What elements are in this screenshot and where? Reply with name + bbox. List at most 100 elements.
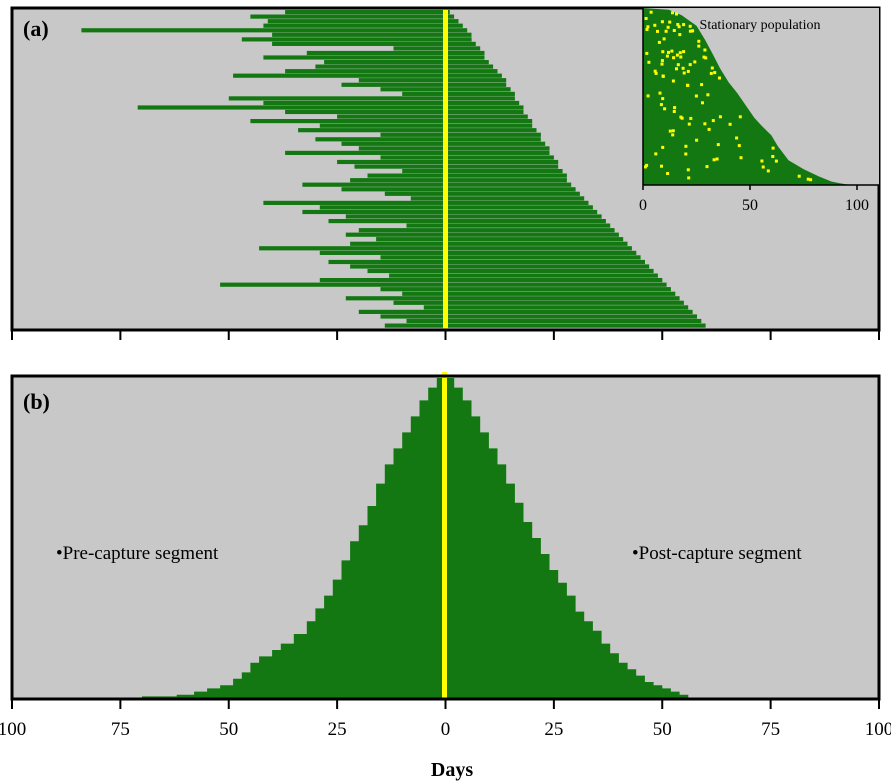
inset-dot xyxy=(665,54,669,58)
inset-tick-label: 100 xyxy=(845,197,869,214)
individual-bar xyxy=(319,205,593,210)
individual-bar xyxy=(393,300,684,305)
panel-b-x-ticks: 100 75 50 25 0 25 50 75 100 xyxy=(0,699,891,740)
individual-bar xyxy=(263,55,485,60)
individual-bar xyxy=(263,23,463,28)
inset-dot xyxy=(676,63,680,67)
inset-stationary-population: 0 50 100 Stationary population xyxy=(639,8,879,214)
individual-bar xyxy=(228,96,515,101)
individual-bar xyxy=(137,105,524,110)
individual-bar xyxy=(402,291,676,296)
individual-bar xyxy=(402,91,515,96)
individual-bar xyxy=(358,228,615,233)
inset-dot xyxy=(672,56,676,60)
inset-dot xyxy=(711,119,715,123)
inset-dot xyxy=(661,145,665,149)
individual-bar xyxy=(380,314,697,319)
individual-bar xyxy=(263,200,589,205)
inset-dot xyxy=(716,143,720,147)
individual-bar xyxy=(423,305,689,310)
inset-dot xyxy=(671,133,675,137)
inset-dot xyxy=(668,20,672,24)
panel-b-tick-label: 75 xyxy=(761,719,780,740)
individual-bar xyxy=(319,123,533,128)
individual-bar xyxy=(267,19,459,24)
inset-dot xyxy=(654,71,658,75)
inset-dot xyxy=(771,146,775,150)
individual-bar xyxy=(380,255,641,260)
inset-dot xyxy=(703,48,707,52)
panel-a-bars xyxy=(81,10,706,328)
individual-bar xyxy=(337,114,528,119)
panel-b-tick-label: 25 xyxy=(328,719,347,740)
individual-bar xyxy=(328,259,645,265)
individual-bar xyxy=(263,100,520,106)
inset-dot xyxy=(660,164,663,168)
panel-b-tick-label: 50 xyxy=(219,719,238,740)
inset-dot xyxy=(710,66,714,70)
inset-dot xyxy=(689,116,693,120)
inset-dot xyxy=(682,71,686,75)
inset-dot xyxy=(667,50,670,54)
inset-dot xyxy=(660,20,664,24)
inset-dot xyxy=(671,11,674,15)
inset-dot xyxy=(684,152,688,156)
panel-b-tick-label: 100 xyxy=(0,719,26,740)
individual-bar xyxy=(384,323,706,328)
individual-bar xyxy=(354,164,559,169)
panel-b-tick-label: 50 xyxy=(653,719,672,740)
inset-dot xyxy=(675,53,679,57)
inset-dot xyxy=(705,165,709,169)
individual-bar xyxy=(250,119,533,124)
inset-dot xyxy=(654,152,658,156)
inset-dot xyxy=(697,39,701,43)
inset-dot xyxy=(700,83,704,87)
inset-dot xyxy=(672,110,676,113)
individual-bar xyxy=(319,278,663,283)
inset-dot xyxy=(713,71,717,75)
inset-dot xyxy=(647,60,651,64)
inset-dot xyxy=(666,25,670,29)
individual-bar xyxy=(328,219,606,224)
individual-bar xyxy=(272,32,472,37)
individual-bar xyxy=(380,155,554,160)
inset-dot xyxy=(671,79,675,83)
inset-dot xyxy=(688,24,692,28)
inset-dot xyxy=(706,93,710,97)
individual-bar xyxy=(233,73,502,78)
individual-bar xyxy=(406,223,611,228)
individual-bar xyxy=(345,214,602,219)
individual-bar xyxy=(272,41,476,46)
inset-dot xyxy=(682,23,686,27)
inset-dot xyxy=(675,12,678,16)
individual-bar xyxy=(298,128,537,133)
individual-bar xyxy=(81,28,468,33)
inset-dot xyxy=(671,129,675,133)
inset-dot xyxy=(686,83,689,87)
inset-dot xyxy=(684,144,688,148)
individual-bar xyxy=(367,268,654,274)
individual-bar xyxy=(350,178,567,183)
inset-dot xyxy=(680,116,684,120)
panel-b-area xyxy=(129,378,702,698)
inset-dot xyxy=(809,178,813,182)
inset-dot xyxy=(737,144,741,148)
inset-dot xyxy=(715,157,719,161)
inset-dot xyxy=(645,51,649,55)
inset-dot xyxy=(661,97,665,101)
post-capture-annotation: •Post-capture segment xyxy=(632,543,802,564)
inset-dot xyxy=(657,40,661,44)
inset-dot xyxy=(703,122,707,126)
inset-dot xyxy=(660,62,664,66)
individual-bar xyxy=(345,232,619,237)
inset-dot xyxy=(662,37,666,41)
individual-bar xyxy=(319,250,637,255)
panel-b-capture-line xyxy=(442,372,447,699)
inset-dot xyxy=(691,29,695,33)
inset-dot xyxy=(659,103,663,107)
inset-tick-label: 0 xyxy=(639,197,647,214)
panel-b-tick-label: 100 xyxy=(865,719,891,740)
individual-bar xyxy=(380,132,541,137)
panel-a-capture-line xyxy=(443,8,448,330)
inset-dot xyxy=(644,17,648,20)
